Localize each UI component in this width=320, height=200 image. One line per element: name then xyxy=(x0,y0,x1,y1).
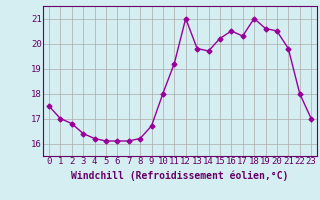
X-axis label: Windchill (Refroidissement éolien,°C): Windchill (Refroidissement éolien,°C) xyxy=(71,171,289,181)
